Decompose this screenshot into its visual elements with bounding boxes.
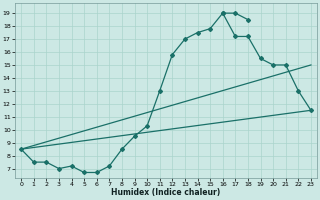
X-axis label: Humidex (Indice chaleur): Humidex (Indice chaleur) — [111, 188, 221, 197]
